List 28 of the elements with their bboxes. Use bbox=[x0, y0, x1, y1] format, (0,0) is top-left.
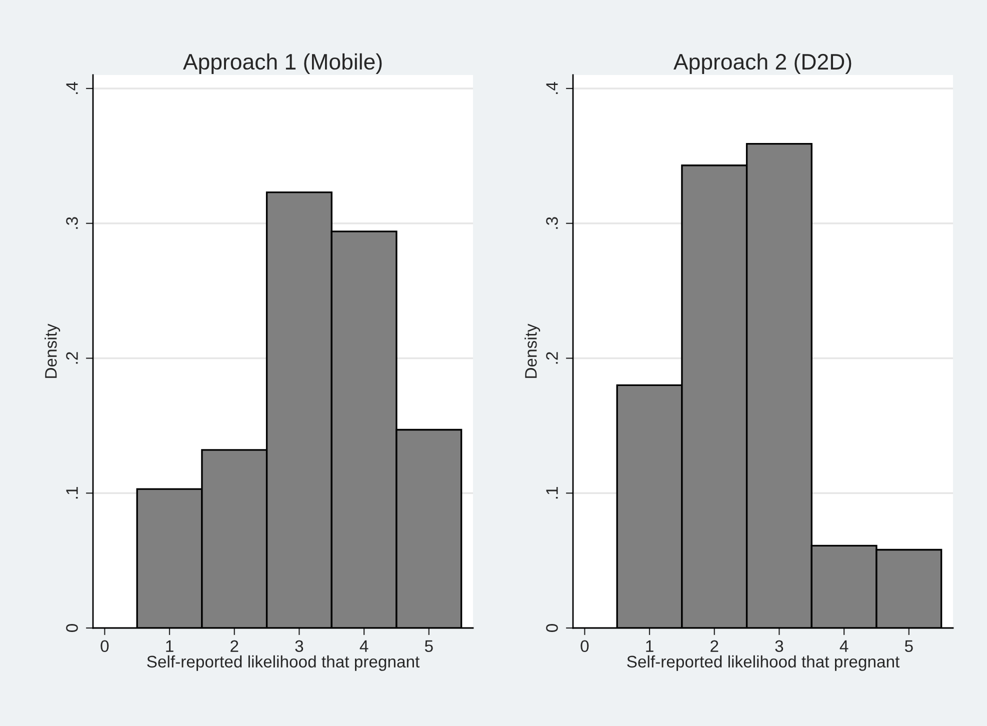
y-tick-label: .1 bbox=[66, 486, 78, 499]
x-axis-title: Self-reported likelihood that pregnant bbox=[147, 655, 420, 671]
y-axis-title: Density bbox=[44, 324, 60, 378]
x-tick-label: 0 bbox=[100, 640, 109, 652]
y-tick-label: .2 bbox=[546, 352, 558, 364]
x-tick-label: 1 bbox=[166, 640, 174, 652]
y-tick-label: .3 bbox=[66, 217, 78, 229]
x-tick-label: 3 bbox=[775, 640, 784, 652]
y-tick-label: .4 bbox=[546, 82, 558, 94]
x-tick-label: 4 bbox=[360, 640, 368, 652]
x-tick-label: 2 bbox=[230, 640, 238, 652]
x-tick-label: 2 bbox=[710, 640, 718, 652]
x-tick-label: 1 bbox=[646, 640, 654, 652]
chart-title: Approach 2 (D2D) bbox=[674, 53, 852, 74]
x-axis-title: Self-reported likelihood that pregnant bbox=[627, 655, 900, 671]
y-tick-label: .4 bbox=[66, 82, 78, 94]
y-axis-title: Density bbox=[524, 324, 540, 378]
x-tick-label: 3 bbox=[295, 640, 304, 652]
y-tick-label: 0 bbox=[546, 624, 558, 632]
y-tick-label: .2 bbox=[66, 352, 78, 364]
x-tick-label: 4 bbox=[840, 640, 848, 652]
x-tick-label: 0 bbox=[580, 640, 589, 652]
y-tick-label: .3 bbox=[546, 217, 558, 229]
chart-title: Approach 1 (Mobile) bbox=[183, 53, 382, 74]
y-tick-label: .1 bbox=[546, 486, 558, 499]
x-tick-label: 5 bbox=[904, 640, 913, 652]
y-tick-label: 0 bbox=[66, 624, 78, 632]
x-tick-label: 5 bbox=[424, 640, 433, 652]
